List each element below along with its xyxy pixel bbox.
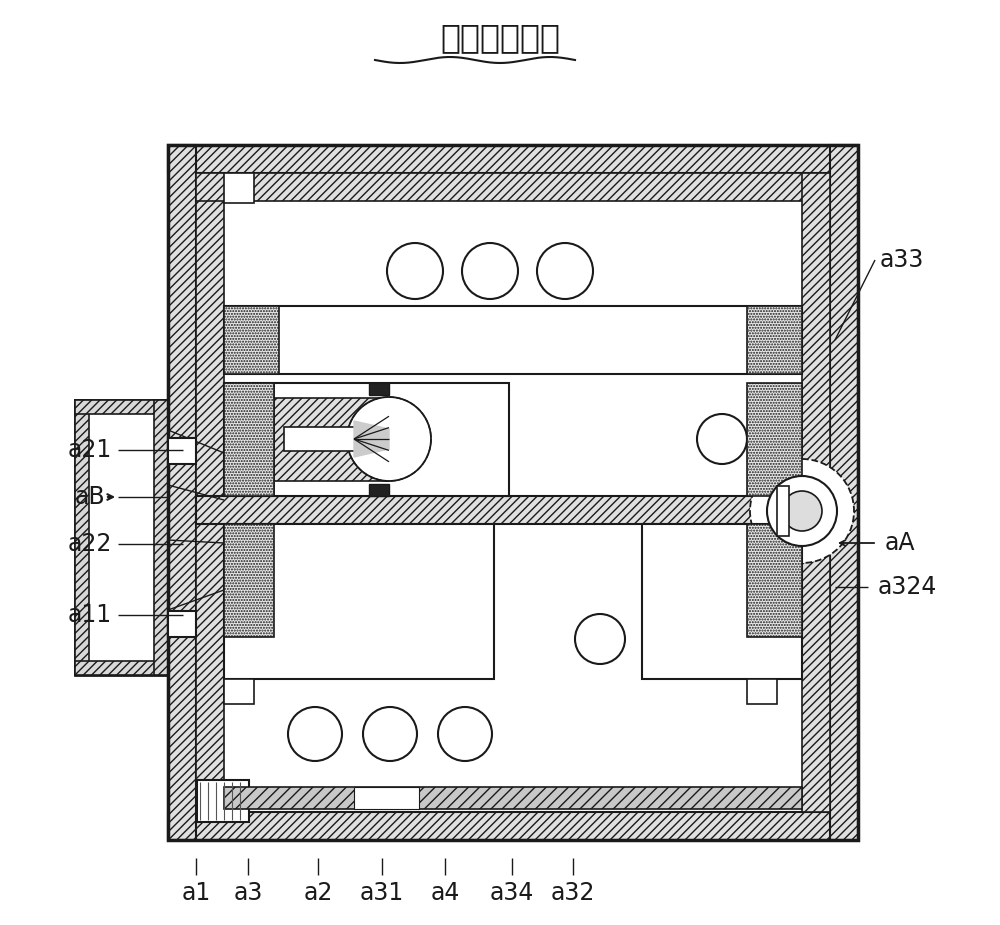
Bar bbox=[802, 173, 830, 812]
Circle shape bbox=[750, 459, 854, 563]
Bar bbox=[224, 306, 279, 374]
Text: a324: a324 bbox=[878, 575, 937, 599]
Text: aA: aA bbox=[885, 531, 916, 555]
Bar bbox=[224, 524, 274, 637]
Bar bbox=[196, 173, 830, 201]
Bar bbox=[369, 484, 389, 496]
Bar bbox=[777, 486, 789, 536]
Text: a21: a21 bbox=[68, 438, 112, 462]
Bar bbox=[354, 787, 419, 809]
Circle shape bbox=[363, 707, 417, 761]
Text: a1: a1 bbox=[181, 881, 211, 905]
Bar bbox=[196, 496, 830, 524]
Bar bbox=[75, 400, 168, 675]
Circle shape bbox=[782, 491, 822, 531]
Bar bbox=[224, 383, 509, 496]
Bar bbox=[369, 383, 389, 395]
Bar bbox=[168, 145, 858, 840]
Text: a32: a32 bbox=[551, 881, 595, 905]
Circle shape bbox=[347, 397, 431, 481]
Bar bbox=[75, 400, 168, 414]
Bar bbox=[747, 679, 777, 704]
Bar bbox=[284, 427, 374, 451]
Polygon shape bbox=[354, 421, 389, 457]
Bar bbox=[642, 524, 802, 679]
Circle shape bbox=[288, 707, 342, 761]
Bar bbox=[154, 400, 168, 675]
Bar bbox=[168, 611, 196, 637]
Bar bbox=[224, 383, 274, 496]
Bar bbox=[168, 812, 858, 840]
Bar bbox=[168, 145, 196, 840]
Bar bbox=[747, 524, 802, 637]
Bar bbox=[197, 780, 249, 822]
Bar bbox=[354, 787, 419, 809]
Bar bbox=[747, 306, 802, 374]
Bar bbox=[224, 306, 802, 374]
Bar bbox=[224, 679, 254, 704]
Bar bbox=[75, 400, 89, 675]
Text: a3: a3 bbox=[233, 881, 263, 905]
Circle shape bbox=[462, 243, 518, 299]
Bar bbox=[224, 524, 494, 679]
Circle shape bbox=[767, 476, 837, 546]
Text: a11: a11 bbox=[68, 603, 112, 627]
Circle shape bbox=[537, 243, 593, 299]
Bar bbox=[168, 145, 858, 173]
Bar bbox=[224, 787, 802, 809]
Text: 安全放电系统: 安全放电系统 bbox=[440, 21, 560, 55]
Text: aB: aB bbox=[75, 485, 105, 509]
Bar bbox=[224, 383, 274, 496]
Text: a33: a33 bbox=[880, 248, 924, 272]
Bar bbox=[274, 398, 389, 481]
Circle shape bbox=[438, 707, 492, 761]
Text: a4: a4 bbox=[430, 881, 460, 905]
Circle shape bbox=[697, 414, 747, 464]
Bar bbox=[75, 661, 168, 675]
Text: a2: a2 bbox=[303, 881, 333, 905]
Bar bbox=[224, 306, 802, 374]
Bar bbox=[747, 383, 802, 496]
Circle shape bbox=[575, 614, 625, 664]
Bar bbox=[168, 438, 196, 464]
Bar bbox=[830, 145, 858, 840]
Bar bbox=[196, 173, 830, 812]
Bar bbox=[196, 173, 224, 812]
Text: a31: a31 bbox=[360, 881, 404, 905]
Text: a22: a22 bbox=[68, 532, 112, 556]
Circle shape bbox=[387, 243, 443, 299]
Text: a34: a34 bbox=[490, 881, 534, 905]
Bar bbox=[224, 173, 254, 203]
